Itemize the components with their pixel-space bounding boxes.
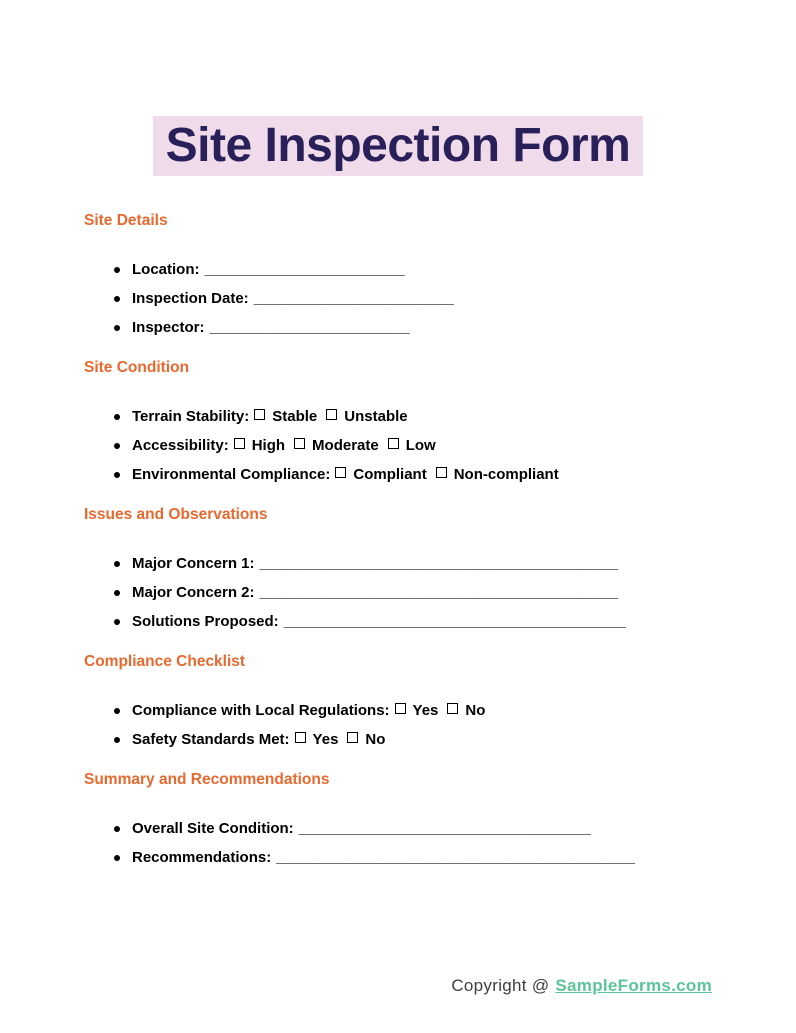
checkbox-option: No bbox=[347, 731, 385, 748]
field-row-environmental-compliance: Environmental Compliance: Compliant Non-co… bbox=[84, 465, 736, 485]
section-heading-compliance-checklist: Compliance Checklist bbox=[84, 653, 246, 670]
section-heading-site-condition: Site Condition bbox=[84, 359, 190, 376]
fill-in-blank[interactable]: ________________________ bbox=[209, 319, 410, 336]
brand-link[interactable]: SampleForms.com bbox=[555, 976, 712, 995]
checkbox-icon[interactable] bbox=[347, 732, 359, 743]
checkbox-option: No bbox=[447, 702, 485, 719]
summary-recommendations-list: Overall Site Condition: _________________… bbox=[84, 819, 736, 868]
field-label: Location: bbox=[132, 261, 200, 278]
section-compliance-checklist: Compliance Checklist Compliance with Loc… bbox=[84, 652, 736, 750]
field-row-major-concern-2: Major Concern 2: ________________________… bbox=[84, 583, 736, 603]
fill-in-blank[interactable]: ________________________________________… bbox=[259, 584, 619, 601]
checkbox-option: Yes bbox=[394, 702, 439, 719]
checkbox-icon[interactable] bbox=[335, 467, 347, 478]
compliance-checklist-list: Compliance with Local Regulations: Yes No … bbox=[84, 701, 736, 750]
checkbox-option: Yes bbox=[294, 731, 339, 748]
checkbox-icon[interactable] bbox=[294, 732, 306, 743]
checkbox-option-label: High bbox=[251, 437, 286, 454]
fill-in-blank[interactable]: ________________________ bbox=[204, 261, 405, 278]
checkbox-option-label: Unstable bbox=[344, 408, 408, 425]
field-label: Terrain Stability: bbox=[132, 408, 250, 425]
checkbox-option-label: No bbox=[365, 731, 386, 748]
field-row-solutions-proposed: Solutions Proposed: _____________________… bbox=[84, 612, 736, 632]
field-label: Environmental Compliance: bbox=[132, 466, 331, 483]
field-row-inspector: Inspector: ________________________ bbox=[84, 318, 736, 338]
field-row-local-regulations: Compliance with Local Regulations: Yes No bbox=[84, 701, 736, 721]
checkbox-icon[interactable] bbox=[394, 703, 406, 714]
section-heading-site-details: Site Details bbox=[84, 212, 168, 229]
fill-in-blank[interactable]: ___________________________________ bbox=[298, 820, 591, 837]
section-site-condition: Site Condition Terrain Stability: Stable U… bbox=[84, 358, 736, 485]
site-details-list: Location: ________________________ Inspec… bbox=[84, 260, 736, 338]
field-row-safety-standards: Safety Standards Met: Yes No bbox=[84, 730, 736, 750]
copyright-text: Copyright @ bbox=[451, 976, 550, 995]
form-body: Site Details Location: __________________… bbox=[84, 211, 736, 888]
field-row-overall-site-condition: Overall Site Condition: _________________… bbox=[84, 819, 736, 839]
checkbox-option: Unstable bbox=[326, 408, 408, 425]
field-row-recommendations: Recommendations: ________________________… bbox=[84, 848, 736, 868]
checkbox-option-label: Moderate bbox=[312, 437, 379, 454]
field-row-major-concern-1: Major Concern 1: ________________________… bbox=[84, 554, 736, 574]
checkbox-option: Stable bbox=[254, 408, 317, 425]
checkbox-option: Non-compliant bbox=[435, 466, 559, 483]
checkbox-option-label: Yes bbox=[312, 731, 339, 748]
page-title: Site Inspection Form bbox=[152, 116, 644, 177]
fill-in-blank[interactable]: ________________________________________… bbox=[259, 555, 619, 572]
section-summary-recommendations: Summary and Recommendations Overall Site… bbox=[84, 770, 736, 868]
section-issues-observations: Issues and Observations Major Concern 1:… bbox=[84, 505, 736, 632]
field-label: Inspection Date: bbox=[132, 290, 249, 307]
site-condition-list: Terrain Stability: Stable Unstable Accessi… bbox=[84, 407, 736, 485]
field-label: Recommendations: bbox=[132, 849, 272, 866]
checkbox-icon[interactable] bbox=[326, 409, 338, 420]
fill-in-blank[interactable]: ________________________________________… bbox=[283, 613, 626, 630]
fill-in-blank[interactable]: ________________________ bbox=[253, 290, 454, 307]
field-row-location: Location: ________________________ bbox=[84, 260, 736, 280]
fill-in-blank[interactable]: ________________________________________… bbox=[276, 849, 635, 866]
field-label: Compliance with Local Regulations: bbox=[132, 702, 390, 719]
checkbox-icon[interactable] bbox=[435, 467, 447, 478]
section-site-details: Site Details Location: __________________… bbox=[84, 211, 736, 338]
checkbox-icon[interactable] bbox=[294, 438, 306, 449]
section-heading-issues-observations: Issues and Observations bbox=[84, 506, 268, 523]
field-label: Overall Site Condition: bbox=[132, 820, 294, 837]
title-banner: Site Inspection Form bbox=[0, 84, 796, 208]
field-label: Inspector: bbox=[132, 319, 205, 336]
checkbox-icon[interactable] bbox=[387, 438, 399, 449]
checkbox-option-label: Yes bbox=[412, 702, 439, 719]
checkbox-option: Moderate bbox=[294, 437, 379, 454]
checkbox-icon[interactable] bbox=[254, 409, 266, 420]
checkbox-option: Low bbox=[387, 437, 436, 454]
field-label: Accessibility: bbox=[132, 437, 229, 454]
field-label: Solutions Proposed: bbox=[132, 613, 279, 630]
checkbox-icon[interactable] bbox=[447, 703, 459, 714]
field-label: Major Concern 2: bbox=[132, 584, 255, 601]
field-label: Major Concern 1: bbox=[132, 555, 255, 572]
checkbox-option-label: Non-compliant bbox=[453, 466, 559, 483]
checkbox-option: High bbox=[233, 437, 286, 454]
section-heading-summary-recommendations: Summary and Recommendations bbox=[84, 771, 330, 788]
checkbox-option-label: Stable bbox=[272, 408, 318, 425]
checkbox-option-label: Low bbox=[405, 437, 436, 454]
checkbox-option: Compliant bbox=[335, 466, 427, 483]
field-row-terrain-stability: Terrain Stability: Stable Unstable bbox=[84, 407, 736, 427]
field-row-accessibility: Accessibility: High Moderate Low bbox=[84, 436, 736, 456]
field-label: Safety Standards Met: bbox=[132, 731, 290, 748]
checkbox-option-label: No bbox=[465, 702, 486, 719]
checkbox-icon[interactable] bbox=[233, 438, 245, 449]
footer: Copyright @ SampleForms.com bbox=[451, 976, 712, 996]
issues-observations-list: Major Concern 1: ________________________… bbox=[84, 554, 736, 632]
field-row-inspection-date: Inspection Date: ________________________ bbox=[84, 289, 736, 309]
checkbox-option-label: Compliant bbox=[353, 466, 427, 483]
